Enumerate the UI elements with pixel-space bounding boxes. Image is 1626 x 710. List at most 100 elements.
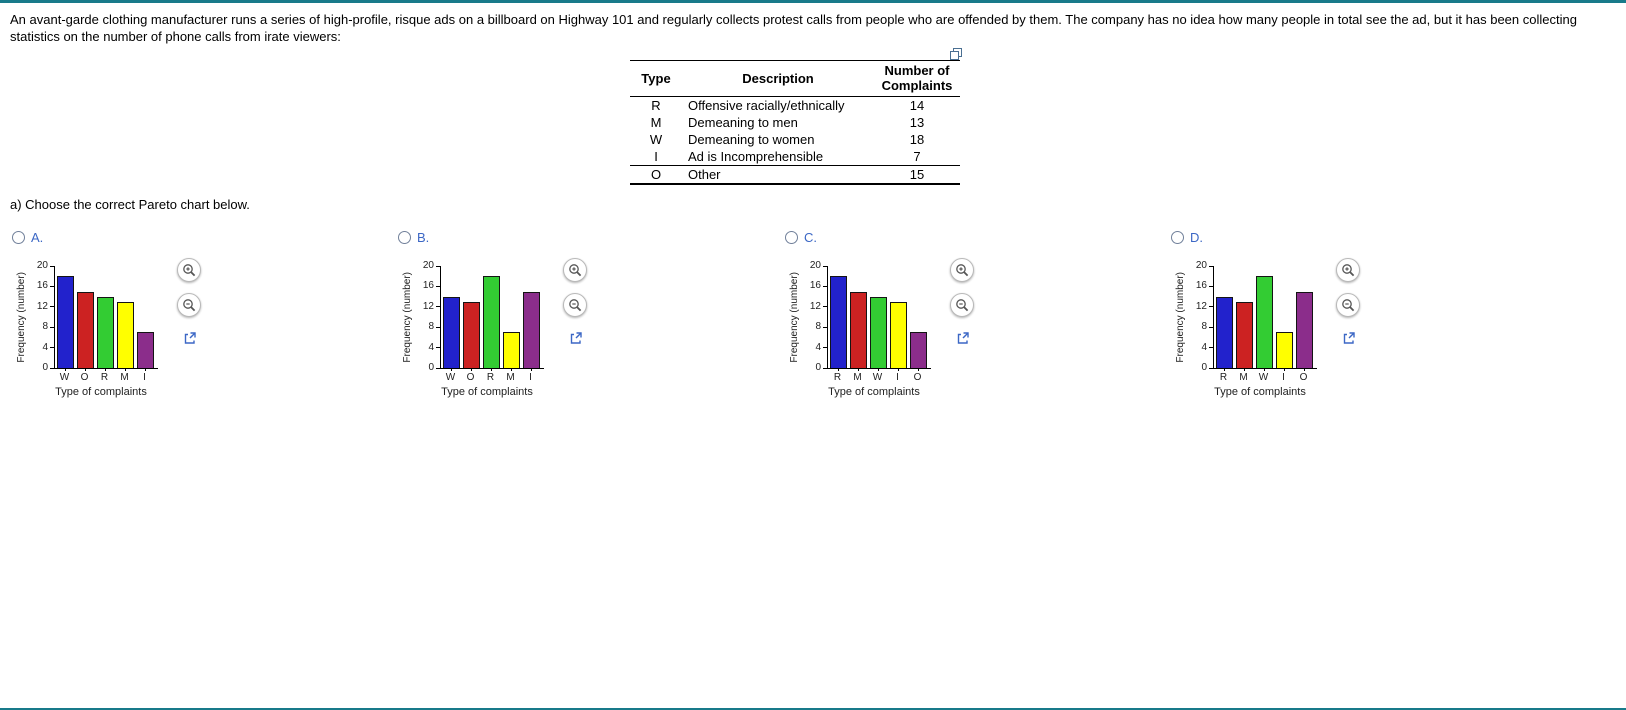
y-tick-label: 20 bbox=[36, 260, 48, 271]
complaints-table: Type Description Number of Complaints R O… bbox=[630, 60, 960, 185]
bar-O bbox=[463, 301, 480, 368]
y-tick-mark bbox=[436, 347, 440, 349]
x-category-label: O bbox=[1299, 372, 1308, 383]
x-tick-mark bbox=[531, 368, 532, 371]
zoom-in-button[interactable] bbox=[563, 258, 587, 282]
y-tick-mark bbox=[436, 306, 440, 308]
cell-description: Demeaning to women bbox=[688, 132, 815, 147]
bars bbox=[55, 266, 160, 368]
zoom-out-button[interactable] bbox=[1336, 293, 1360, 317]
option-c-head: C. bbox=[785, 230, 995, 245]
bar-O bbox=[1296, 291, 1313, 368]
y-tick-label: 4 bbox=[1201, 341, 1207, 353]
y-tick-label: 16 bbox=[809, 280, 821, 292]
zoom-out-icon bbox=[956, 299, 969, 312]
col-header-number-of-complaints: Number of Complaints bbox=[874, 60, 960, 97]
bar-W bbox=[57, 276, 74, 368]
bar-W bbox=[1256, 276, 1273, 368]
cell-description: Other bbox=[688, 167, 721, 182]
y-tick-mark bbox=[1209, 326, 1213, 328]
y-tick-label: 0 bbox=[428, 362, 434, 373]
zoom-in-button[interactable] bbox=[177, 258, 201, 282]
bar-O bbox=[910, 332, 927, 368]
table-row: W Demeaning to women 18 bbox=[630, 131, 960, 148]
zoom-out-button[interactable] bbox=[563, 293, 587, 317]
option-b-radio[interactable] bbox=[398, 231, 411, 244]
enlarge-graph-button[interactable] bbox=[952, 328, 972, 348]
y-tick-label: 4 bbox=[815, 341, 821, 353]
copy-data-table-icon[interactable] bbox=[950, 48, 962, 60]
x-category-label: M bbox=[1239, 372, 1248, 383]
y-tick-label: 4 bbox=[42, 341, 48, 353]
page-bottom-border bbox=[0, 708, 1626, 710]
plot-area bbox=[823, 265, 933, 371]
x-tick-mark bbox=[451, 368, 452, 371]
zoom-in-button[interactable] bbox=[1336, 258, 1360, 282]
x-tick-mark bbox=[1284, 368, 1285, 371]
x-category-label: W bbox=[59, 372, 70, 383]
cell-count: 7 bbox=[874, 148, 960, 166]
x-category-label: O bbox=[913, 372, 922, 383]
x-tick-mark bbox=[898, 368, 899, 371]
bar-R bbox=[97, 296, 114, 368]
x-category-label: R bbox=[1219, 372, 1228, 383]
enlarge-graph-button[interactable] bbox=[565, 328, 585, 348]
zoom-in-icon bbox=[956, 264, 969, 277]
x-category-label: W bbox=[872, 372, 883, 383]
y-tick-mark bbox=[1209, 367, 1213, 369]
option-d-radio[interactable] bbox=[1171, 231, 1184, 244]
x-category-label: I bbox=[896, 372, 899, 383]
x-category-label: I bbox=[529, 372, 532, 383]
y-tick-mark bbox=[1209, 285, 1213, 287]
option-b-head: B. bbox=[398, 230, 608, 245]
y-tick-mark bbox=[50, 347, 54, 349]
option-c-radio[interactable] bbox=[785, 231, 798, 244]
enlarge-graph-button[interactable] bbox=[1338, 328, 1358, 348]
x-tick-mark bbox=[878, 368, 879, 371]
plot-area bbox=[50, 265, 160, 371]
external-link-icon bbox=[957, 331, 969, 344]
x-category-label: W bbox=[445, 372, 456, 383]
y-tick-label: 20 bbox=[809, 260, 821, 271]
y-tick-mark bbox=[823, 306, 827, 308]
option-a-radio[interactable] bbox=[12, 231, 25, 244]
y-tick-label: 0 bbox=[815, 362, 821, 373]
x-category-label: M bbox=[506, 372, 515, 383]
y-tick-label: 12 bbox=[422, 300, 434, 312]
y-tick-label: 12 bbox=[809, 300, 821, 312]
x-axis-title: Type of complaints bbox=[1214, 386, 1306, 398]
table-row: I Ad is Incomprehensible 7 bbox=[630, 148, 960, 166]
cell-count: 15 bbox=[909, 167, 925, 182]
plot-area bbox=[436, 265, 544, 371]
x-tick-mark bbox=[511, 368, 512, 371]
x-axis-title: Type of complaints bbox=[55, 386, 147, 398]
bar-M bbox=[1236, 301, 1253, 368]
y-tick-mark bbox=[50, 306, 54, 308]
zoom-out-button[interactable] bbox=[950, 293, 974, 317]
y-tick-label: 8 bbox=[1201, 321, 1207, 333]
y-axis-tick-labels: 0 4 8 12 16 20 bbox=[30, 261, 50, 373]
option-c-letter: C. bbox=[804, 230, 817, 245]
bar-I bbox=[1276, 332, 1293, 368]
x-tick-mark bbox=[491, 368, 492, 371]
enlarge-graph-button[interactable] bbox=[179, 328, 199, 348]
bars bbox=[828, 266, 933, 368]
y-axis-title: Frequency (number) bbox=[789, 271, 800, 363]
cell-description: Offensive racially/ethnically bbox=[688, 98, 845, 113]
x-tick-mark bbox=[125, 368, 126, 371]
y-tick-label: 0 bbox=[42, 362, 48, 373]
zoom-in-button[interactable] bbox=[950, 258, 974, 282]
complaints-table-container: Type Description Number of Complaints R O… bbox=[630, 48, 962, 185]
y-tick-mark bbox=[436, 265, 440, 267]
x-category-label: R bbox=[486, 372, 495, 383]
zoom-out-button[interactable] bbox=[177, 293, 201, 317]
x-tick-mark bbox=[1244, 368, 1245, 371]
x-category-label: I bbox=[143, 372, 146, 383]
